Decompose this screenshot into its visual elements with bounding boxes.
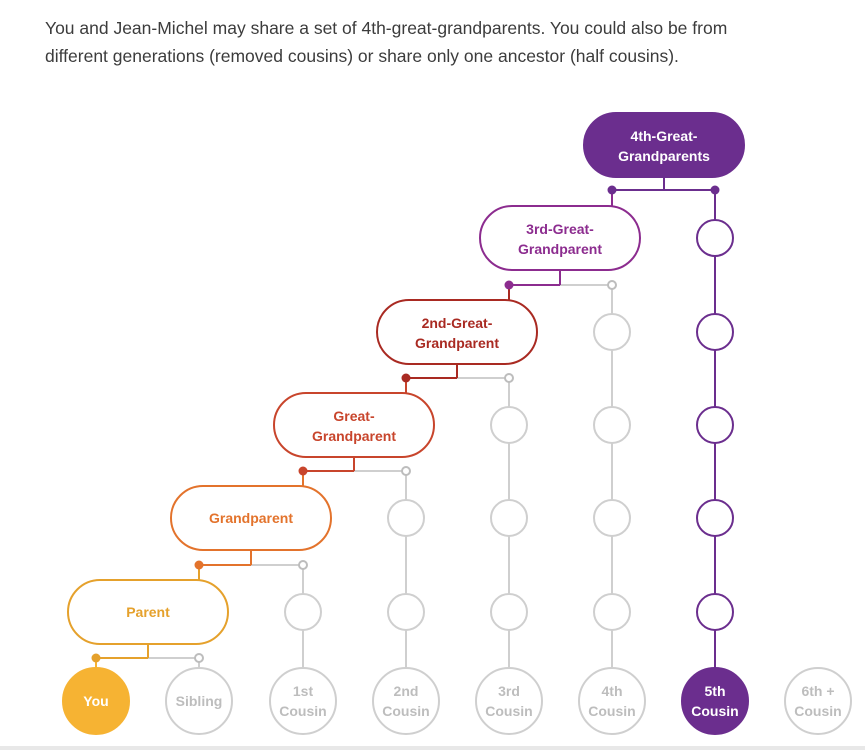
3rd-great-grandparent-label: 3rd-Great- <box>526 221 594 237</box>
3rd-great-grandparent-label: Grandparent <box>518 241 602 257</box>
connector-dot <box>298 560 308 570</box>
connector-dot <box>194 560 204 570</box>
connector-dot <box>91 653 101 663</box>
generation-circle <box>696 593 734 631</box>
4th-great-grandparents-label: Grandparents <box>618 148 710 164</box>
intro-line-2: different generations (removed cousins) … <box>45 46 679 66</box>
generation-circle <box>490 593 528 631</box>
6th-cousin-label: 6th + <box>801 683 834 699</box>
you-circle <box>62 667 130 735</box>
grandparent-box <box>170 485 332 551</box>
bottom-divider <box>0 746 865 750</box>
grandparent-label: Grandparent <box>209 510 293 526</box>
generation-circle <box>593 499 631 537</box>
4th-great-grandparents-label: 4th-Great- <box>631 128 698 144</box>
connector-dot <box>504 373 514 383</box>
2nd-cousin-circle <box>372 667 440 735</box>
generation-circle <box>593 593 631 631</box>
3rd-great-grandparent-box <box>479 205 641 271</box>
4th-cousin-label: 4th <box>602 683 623 699</box>
connector-dot <box>401 466 411 476</box>
generation-circle <box>696 499 734 537</box>
2nd-cousin-label: Cousin <box>382 703 429 719</box>
4th-great-grandparents-box <box>583 112 745 178</box>
5th-cousin-label: 5th <box>705 683 726 699</box>
generation-circle <box>696 313 734 351</box>
you-label: You <box>83 693 108 709</box>
connector-dot <box>401 373 411 383</box>
generation-circle <box>387 593 425 631</box>
generation-circle <box>284 593 322 631</box>
1st-cousin-circle <box>269 667 337 735</box>
connector-dot <box>194 653 204 663</box>
2nd-cousin-label: 2nd <box>394 683 419 699</box>
6th-cousin-circle <box>784 667 852 735</box>
2nd-great-grandparent-label: 2nd-Great- <box>422 315 493 331</box>
sibling-circle <box>165 667 233 735</box>
connector-dot <box>607 185 617 195</box>
3rd-cousin-label: 3rd <box>498 683 520 699</box>
1st-cousin-label: 1st <box>293 683 314 699</box>
sibling-label: Sibling <box>176 693 223 709</box>
connector-dot <box>504 280 514 290</box>
connector-dot <box>710 185 720 195</box>
connector-dot <box>298 466 308 476</box>
3rd-cousin-label: Cousin <box>485 703 532 719</box>
great-grandparent-box <box>273 392 435 458</box>
intro-line-1: You and Jean-Michel may share a set of 4… <box>45 18 728 38</box>
generation-circle <box>387 499 425 537</box>
4th-cousin-circle <box>578 667 646 735</box>
5th-cousin-label: Cousin <box>691 703 738 719</box>
great-grandparent-label: Grandparent <box>312 428 396 444</box>
generation-circle <box>593 313 631 351</box>
parent-label: Parent <box>126 604 170 620</box>
4th-cousin-label: Cousin <box>588 703 635 719</box>
generation-circle <box>490 406 528 444</box>
intro-text: You and Jean-Michel may share a set of 4… <box>45 14 845 70</box>
3rd-cousin-circle <box>475 667 543 735</box>
generation-circle <box>696 219 734 257</box>
5th-cousin-circle <box>681 667 749 735</box>
2nd-great-grandparent-box <box>376 299 538 365</box>
generation-circle <box>696 406 734 444</box>
1st-cousin-label: Cousin <box>279 703 326 719</box>
great-grandparent-label: Great- <box>333 408 375 424</box>
generation-circle <box>593 406 631 444</box>
2nd-great-grandparent-label: Grandparent <box>415 335 499 351</box>
6th-cousin-label: Cousin <box>794 703 841 719</box>
generation-circle <box>490 499 528 537</box>
connector-dot <box>607 280 617 290</box>
parent-box <box>67 579 229 645</box>
